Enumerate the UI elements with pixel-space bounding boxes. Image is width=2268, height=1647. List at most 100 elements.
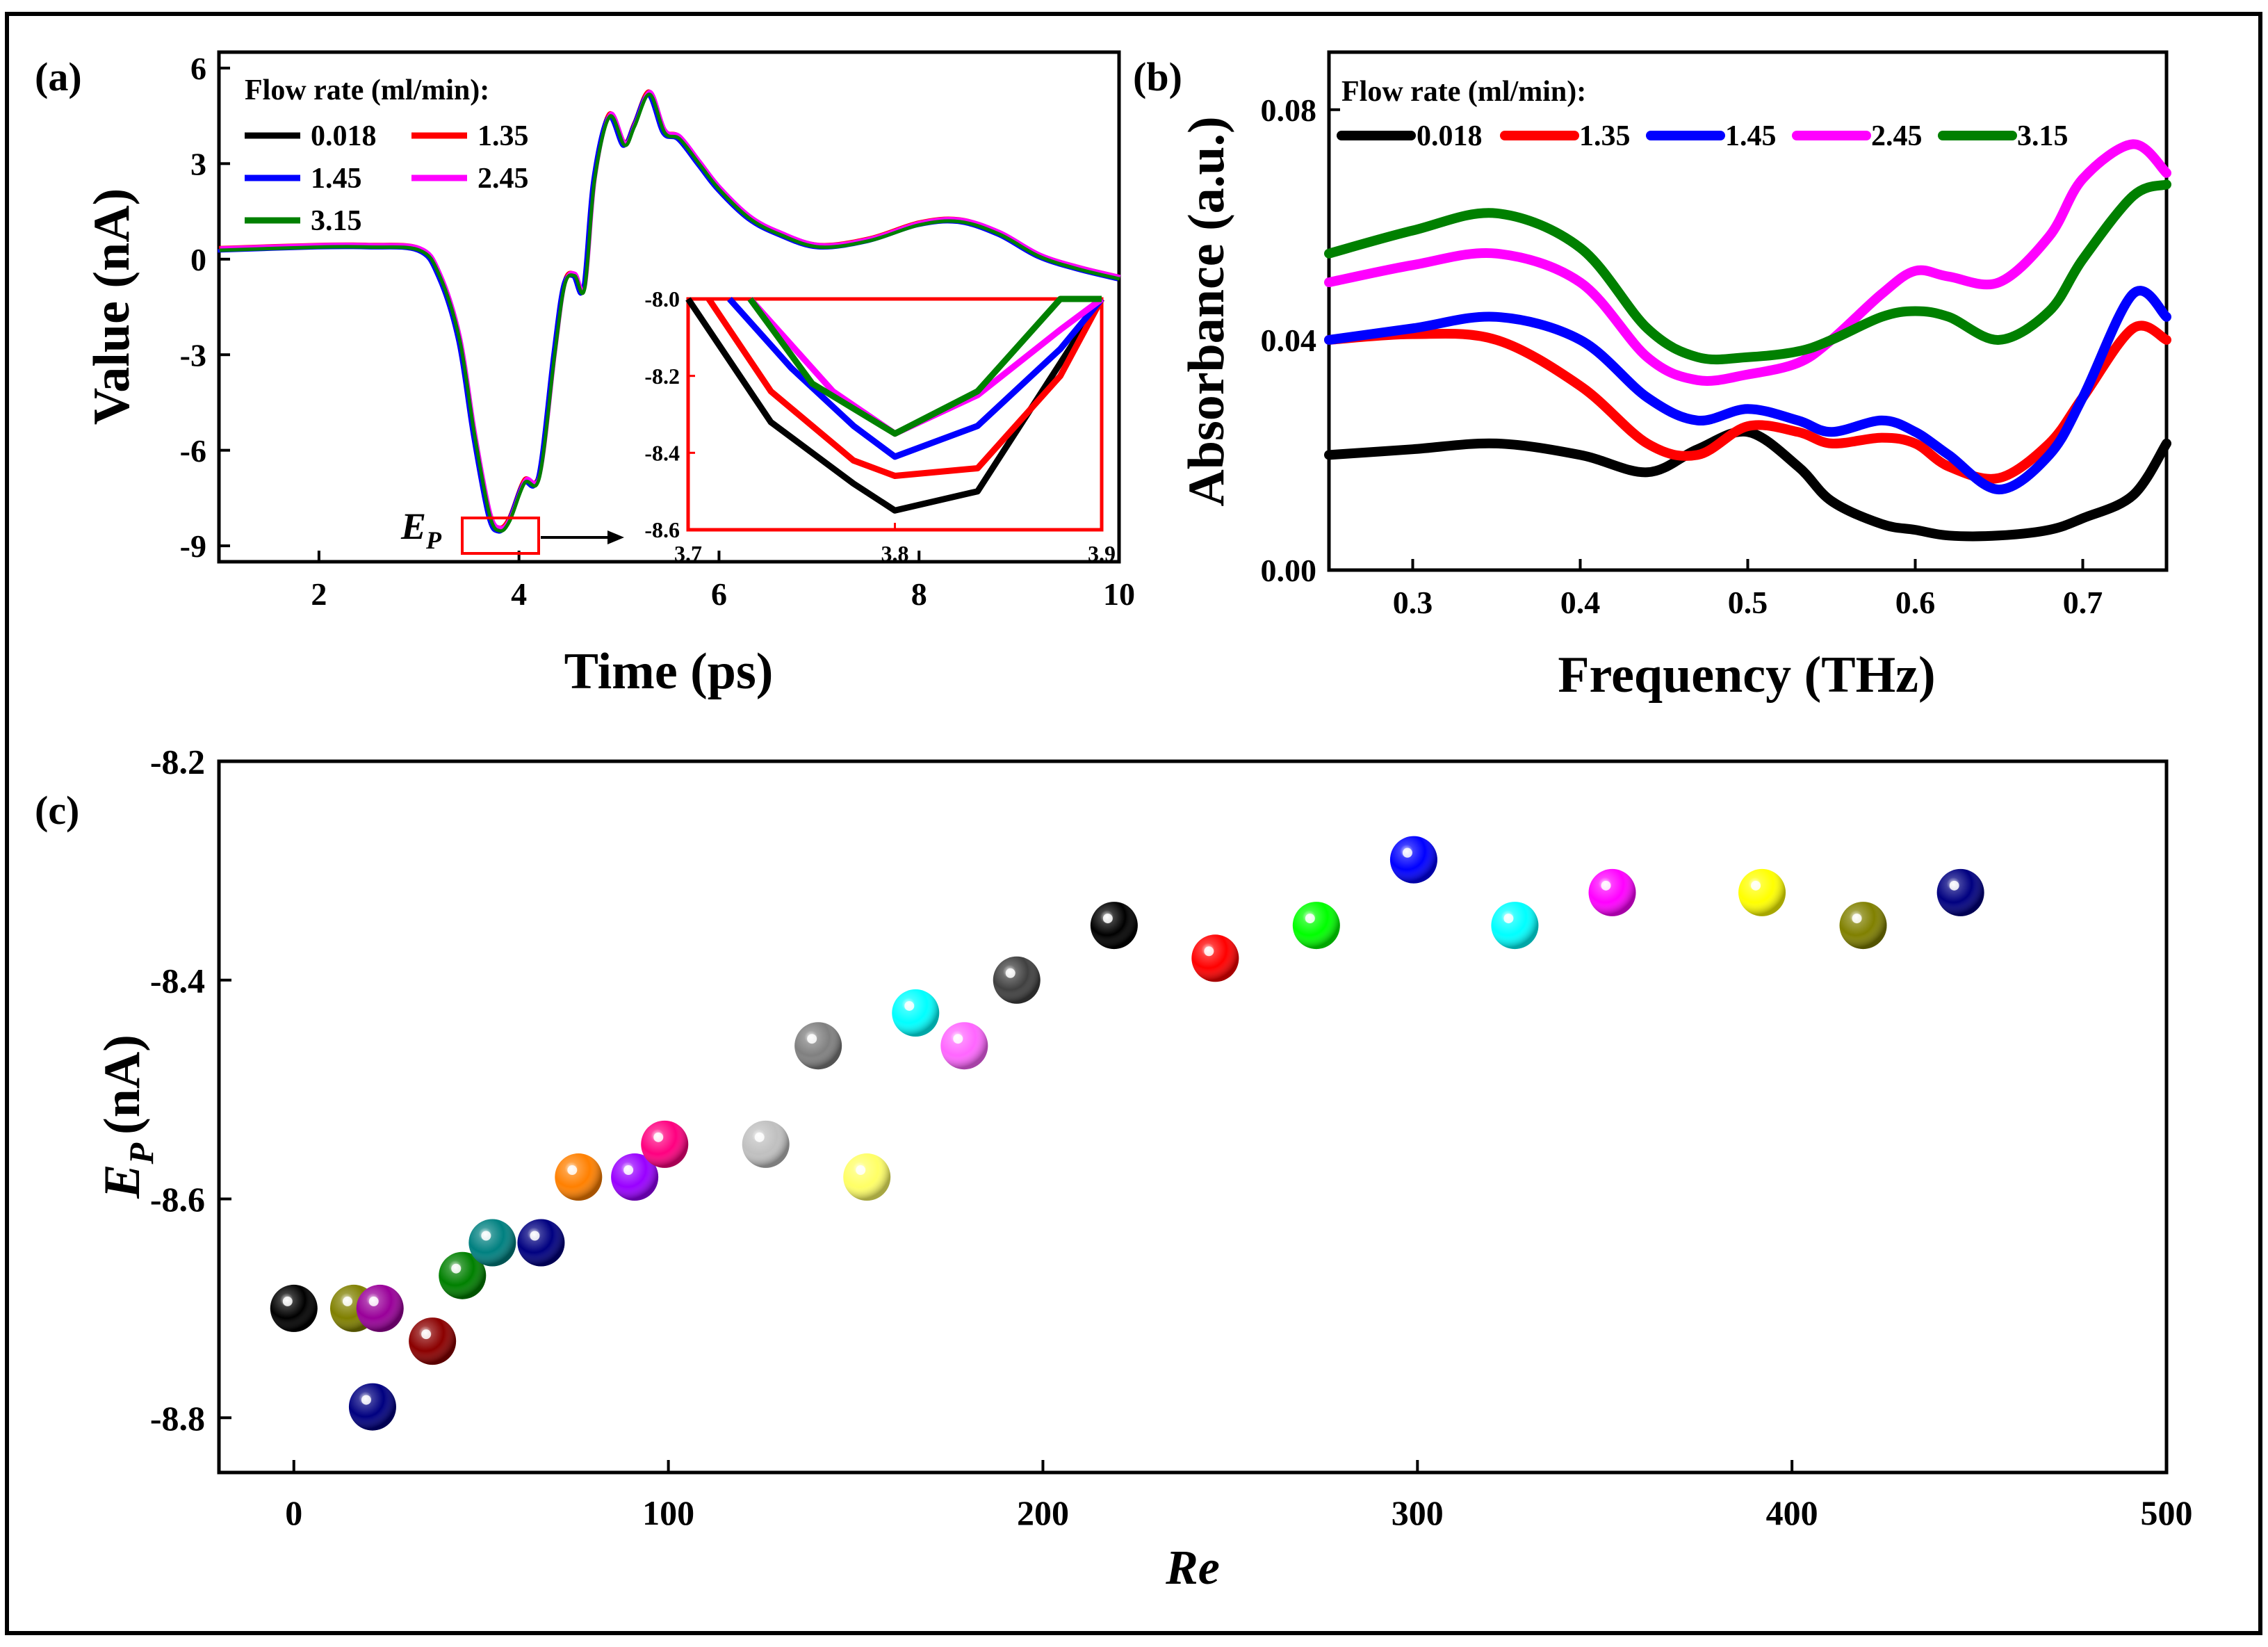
scatter-point-highlight bbox=[530, 1231, 540, 1241]
scatter-point-highlight bbox=[754, 1132, 765, 1142]
scatter-point-shine bbox=[1292, 902, 1340, 950]
panel-b-xtick-label: 0.7 bbox=[2063, 585, 2103, 620]
scatter-point bbox=[1389, 836, 1437, 884]
scatter-point-highlight bbox=[807, 1034, 817, 1044]
scatter-point bbox=[641, 1120, 689, 1168]
scatter-point-highlight bbox=[368, 1296, 379, 1306]
scatter-point-highlight bbox=[1102, 914, 1113, 924]
figure-border bbox=[5, 12, 2262, 1635]
scatter-point bbox=[356, 1284, 404, 1332]
scatter-point-shine bbox=[843, 1153, 891, 1201]
scatter-point-shine bbox=[794, 1022, 842, 1070]
panel-c-ytick-label: -8.4 bbox=[150, 961, 205, 1000]
series-a-3.15 bbox=[219, 92, 1120, 533]
panel-b-legend: Flow rate (ml/min): 0.018 1.35 1.45 2.45… bbox=[1337, 76, 2069, 152]
scatter-point-shine bbox=[517, 1219, 565, 1267]
scatter-point bbox=[611, 1153, 659, 1201]
scatter-point-shine bbox=[356, 1284, 404, 1332]
scatter-point-shine bbox=[742, 1120, 790, 1168]
scatter-point-highlight bbox=[421, 1329, 432, 1340]
scatter-point-highlight bbox=[1751, 880, 1761, 891]
inset-axes: 3.7 3.8 3.9 -8.0 -8.2 -8.4 -8.6 bbox=[644, 286, 1116, 566]
scatter-point bbox=[1292, 902, 1340, 950]
inset-xtick-label: 3.8 bbox=[881, 541, 909, 566]
inset-ytick-label: -8.0 bbox=[644, 286, 680, 311]
panel-b-series bbox=[1324, 139, 2171, 542]
inset-xtick-label: 3.7 bbox=[674, 541, 702, 566]
panel-c-xtick-label: 0 bbox=[285, 1493, 302, 1532]
legend-a-label-3: 2.45 bbox=[478, 163, 529, 195]
scatter-point-highlight bbox=[1601, 880, 1611, 891]
panel-a-series bbox=[218, 89, 1121, 534]
series-b-3.15 bbox=[1324, 179, 2171, 365]
scatter-point-highlight bbox=[567, 1165, 578, 1176]
panel-c-xtick-label: 300 bbox=[1392, 1493, 1444, 1532]
scatter-point-highlight bbox=[953, 1034, 963, 1044]
inset-xtick-label: 3.9 bbox=[1088, 541, 1116, 566]
inset-frame bbox=[686, 297, 1104, 532]
panel-c-xtick-label: 400 bbox=[1766, 1493, 1818, 1532]
inset-series-1.45 bbox=[727, 296, 1104, 460]
scatter-point-highlight bbox=[481, 1231, 491, 1241]
scatter-point bbox=[439, 1251, 487, 1299]
panel-a-legend: Flow rate (ml/min): 0.018 1.35 1.45 2.45… bbox=[245, 74, 529, 237]
scatter-point-shine bbox=[1738, 868, 1786, 916]
scatter-point-shine bbox=[940, 1022, 988, 1070]
scatter-point-shine bbox=[1090, 902, 1138, 950]
panel-c-ytick-label: -8.8 bbox=[150, 1399, 205, 1438]
scatter-point bbox=[1090, 902, 1138, 950]
inset-series-1.35 bbox=[705, 297, 1104, 479]
panel-b: (b) 0.3 0.4 0.5 0.6 0.7 0.00 0.04 0.08 Frequenc… bbox=[1133, 50, 2171, 704]
scatter-point-highlight bbox=[623, 1165, 634, 1176]
panel-a-label: (a) bbox=[35, 54, 82, 99]
panel-b-axes: 0.3 0.4 0.5 0.6 0.7 0.00 0.04 0.08 bbox=[1261, 92, 2103, 620]
scatter-point-shine bbox=[1839, 902, 1887, 950]
panel-a-xtick-label: 6 bbox=[711, 576, 727, 612]
panel-a-ylabel: Value (nA) bbox=[83, 188, 140, 425]
scatter-point bbox=[940, 1022, 988, 1070]
panel-c-xtick-label: 500 bbox=[2141, 1493, 2193, 1532]
inset-ytick-label: -8.2 bbox=[644, 364, 680, 389]
scatter-point bbox=[270, 1284, 318, 1332]
panel-a-ytick-label: 3 bbox=[190, 146, 206, 181]
panel-b-xtick-label: 0.3 bbox=[1393, 585, 1433, 620]
inset-ytick-label: -8.4 bbox=[644, 441, 680, 466]
ep-annotation: EP bbox=[400, 505, 442, 554]
scatter-point-highlight bbox=[904, 1000, 915, 1011]
scatter-point-shine bbox=[270, 1284, 318, 1332]
scatter-point bbox=[517, 1219, 565, 1267]
panel-a-xtick-label: 4 bbox=[511, 576, 527, 612]
scatter-point-highlight bbox=[856, 1165, 866, 1176]
scatter-point-shine bbox=[468, 1219, 516, 1267]
panel-c-label: (c) bbox=[35, 788, 79, 833]
scatter-point-shine bbox=[1191, 934, 1239, 982]
panel-c: (c) 0 100 200 300 400 500-8.2-8.4-8.6-8.8 Re … bbox=[35, 743, 2193, 1596]
panel-c-ytick-label: -8.6 bbox=[150, 1180, 205, 1219]
scatter-point-shine bbox=[993, 956, 1041, 1004]
panel-b-ylabel: Absorbance (a.u.) bbox=[1178, 116, 1235, 506]
series-b-1.45 bbox=[1324, 286, 2171, 495]
panel-a-ytick-label: -3 bbox=[180, 337, 206, 373]
scatter-point-highlight bbox=[342, 1296, 352, 1306]
scatter-point bbox=[348, 1383, 396, 1431]
legend-a-label-0: 0.018 bbox=[311, 120, 377, 152]
panel-c-xtick-label: 200 bbox=[1017, 1493, 1069, 1532]
ep-highlight-box bbox=[461, 517, 540, 555]
scatter-point-shine bbox=[439, 1251, 487, 1299]
panel-a-xtick-label: 2 bbox=[311, 576, 327, 612]
panel-c-xtick-label: 100 bbox=[642, 1493, 694, 1532]
scatter-point-shine bbox=[409, 1317, 457, 1365]
panel-b-label: (b) bbox=[1133, 54, 1182, 99]
panel-a-xtick-label: 8 bbox=[911, 576, 927, 612]
panel-b-ytick-label: 0.00 bbox=[1261, 553, 1317, 588]
scatter-point-highlight bbox=[653, 1132, 664, 1142]
scatter-point bbox=[1588, 868, 1636, 916]
scatter-point bbox=[468, 1219, 516, 1267]
ep-arrow-head bbox=[607, 530, 624, 544]
legend-b-label-4: 3.15 bbox=[2017, 120, 2069, 152]
panel-b-xlabel: Frequency (THz) bbox=[1558, 647, 1935, 704]
panel-a-ytick-label: 6 bbox=[190, 51, 206, 86]
panel-a-ytick-label: -9 bbox=[180, 528, 206, 564]
scatter-point-shine bbox=[1389, 836, 1437, 884]
scatter-point-shine bbox=[348, 1383, 396, 1431]
